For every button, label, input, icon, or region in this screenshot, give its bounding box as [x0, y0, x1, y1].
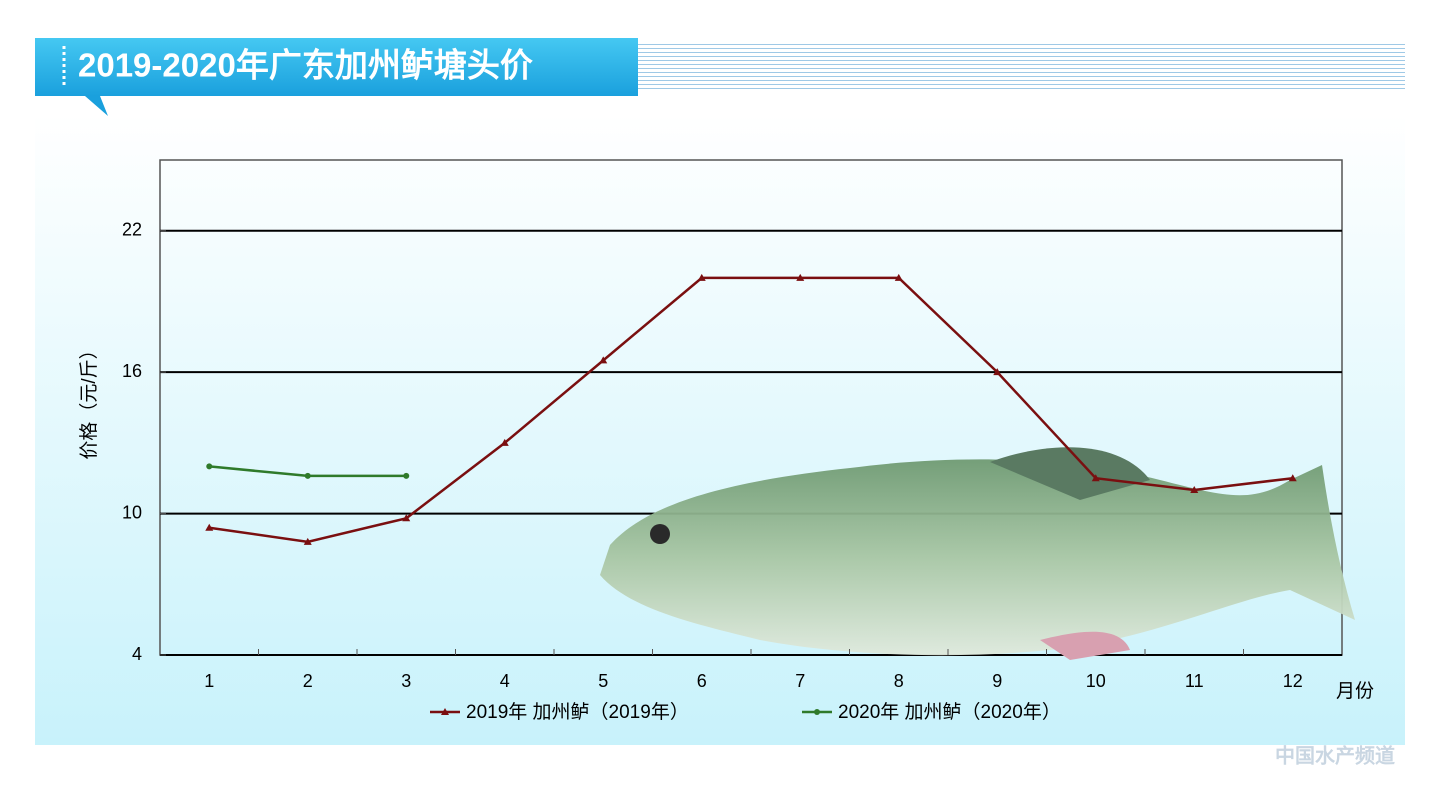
x-tick-label: 10: [1086, 671, 1106, 691]
y-tick-label: 4: [132, 644, 142, 664]
x-tick-label: 4: [500, 671, 510, 691]
marker: [894, 273, 903, 281]
marker: [403, 472, 410, 479]
x-tick-label: 5: [598, 671, 608, 691]
legend-label: 2020年 加州鲈（2020年）: [838, 701, 1061, 723]
banner: [35, 38, 638, 96]
chart-title: 2019-2020年广东加州鲈塘头价: [78, 47, 533, 84]
x-tick-label: 11: [1185, 671, 1204, 691]
series-line: [209, 276, 1293, 544]
marker: [993, 368, 1002, 376]
fish-illustration: [600, 447, 1355, 660]
legend-label: 2019年 加州鲈（2019年）: [466, 701, 689, 723]
x-tick-label: 1: [204, 671, 214, 691]
y-tick-label: 16: [122, 361, 142, 381]
x-tick-label: 8: [894, 671, 904, 691]
marker: [205, 523, 214, 531]
marker: [697, 273, 706, 281]
marker: [1091, 474, 1100, 482]
x-tick-label: 7: [795, 671, 805, 691]
marker: [402, 514, 411, 522]
x-tick-label: 6: [697, 671, 707, 691]
marker: [304, 472, 311, 479]
y-axis-label: 价格（元/斤）: [78, 340, 100, 459]
marker: [796, 273, 805, 281]
x-axis-label: 月份: [1336, 680, 1374, 702]
x-tick-label: 12: [1283, 671, 1303, 691]
marker: [500, 438, 509, 446]
y-tick-label: 22: [122, 219, 142, 239]
y-tick-label: 10: [122, 502, 142, 522]
banner-stripes: [638, 42, 1405, 90]
marker: [303, 537, 312, 545]
legend-marker: [441, 708, 449, 715]
x-tick-label: 3: [401, 671, 411, 691]
x-tick-label: 2: [303, 671, 313, 691]
legend-marker: [814, 709, 820, 715]
marker: [206, 463, 213, 470]
x-tick-label: 9: [992, 671, 1002, 691]
marker: [1190, 486, 1199, 493]
panel: [35, 115, 1405, 745]
marker: [1288, 474, 1297, 482]
banner-tail: [85, 96, 108, 116]
marker: [599, 356, 608, 364]
watermark: 中国水产频道: [1275, 743, 1395, 767]
